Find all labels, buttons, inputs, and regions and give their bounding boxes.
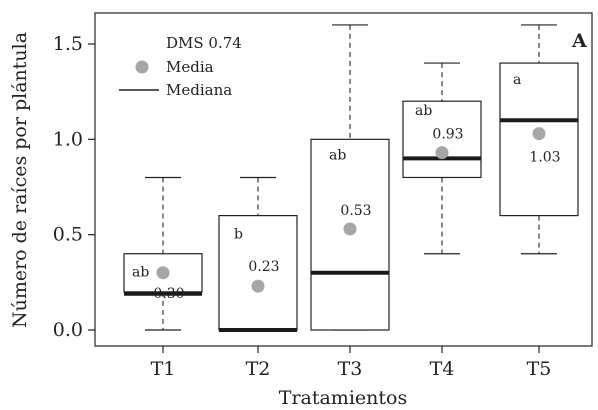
x-tick-label: T3 xyxy=(338,358,363,380)
y-tick-label: 1.5 xyxy=(53,33,83,55)
legend-mean-label: Media xyxy=(166,58,214,76)
mean-marker xyxy=(156,266,170,280)
legend-title: DMS 0.74 xyxy=(166,34,242,52)
group-letter: ab xyxy=(329,147,346,163)
y-axis-title: Número de raíces por plántula xyxy=(9,32,31,328)
x-axis-title: Tratamientos xyxy=(279,387,407,409)
box-T3: 0.53 ab xyxy=(310,24,390,331)
legend-mean-marker xyxy=(135,60,149,74)
group-letter: ab xyxy=(415,103,432,119)
mean-marker xyxy=(251,279,265,293)
mean-marker xyxy=(343,222,357,236)
y-tick-label: 0.0 xyxy=(53,319,83,341)
box-T5: 1.03 a xyxy=(499,24,579,255)
mean-value-label: 0.23 xyxy=(248,259,279,275)
mean-marker xyxy=(532,127,546,141)
mean-value-label: 0.53 xyxy=(340,203,371,219)
x-tick-label: T1 xyxy=(151,358,176,380)
x-tick-label: T2 xyxy=(246,358,271,380)
box-iqr xyxy=(218,215,298,331)
mean-value-label: 1.03 xyxy=(529,150,560,166)
axes: 0.0 0.5 1.0 1.5 T1 T2 T3 T4 T5 xyxy=(53,33,552,380)
x-tick-label: T4 xyxy=(430,358,455,380)
legend-median-label: Mediana xyxy=(166,81,232,99)
box-T2: 0.23 b xyxy=(218,176,298,332)
mean-value-label: 0.93 xyxy=(432,127,463,143)
mean-marker xyxy=(435,146,449,160)
y-tick-label: 1.0 xyxy=(53,128,83,150)
mean-value-label: 0.30 xyxy=(153,286,184,302)
group-letter: ab xyxy=(132,265,149,281)
panel-label: A xyxy=(571,30,587,52)
group-letter: a xyxy=(513,72,521,88)
group-letter: b xyxy=(234,227,243,243)
plot-frame xyxy=(94,12,593,347)
x-tick-label: T5 xyxy=(527,358,552,380)
box-iqr xyxy=(402,100,482,179)
y-tick-label: 0.5 xyxy=(53,224,83,246)
legend: DMS 0.74 Media Mediana xyxy=(119,34,242,99)
